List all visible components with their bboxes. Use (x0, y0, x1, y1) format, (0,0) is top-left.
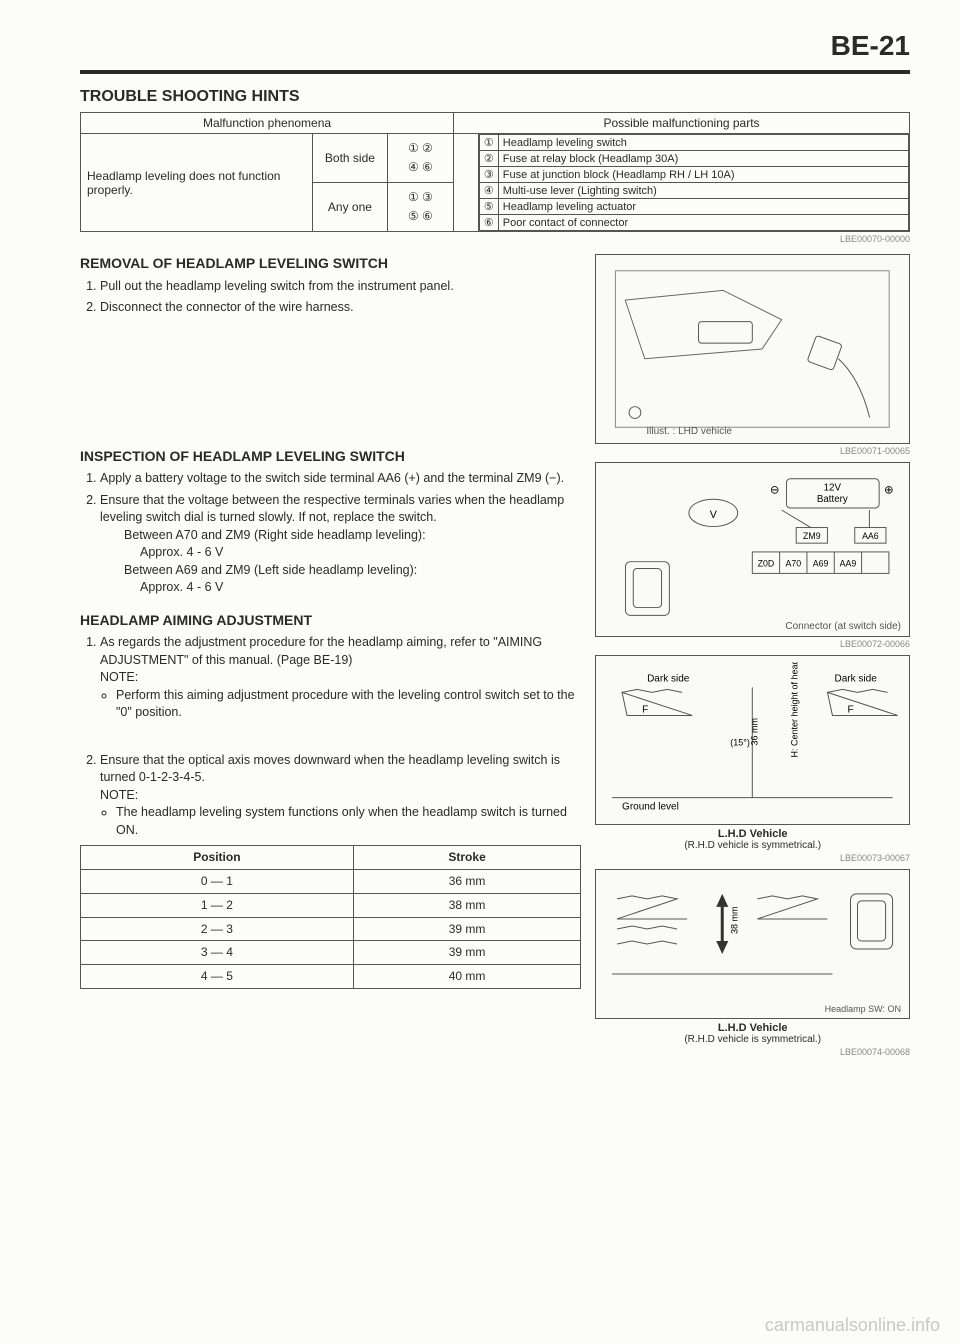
pos-r2c1: 39 mm (353, 917, 581, 941)
refcode-1: LBE00070-00000 (80, 234, 910, 244)
pos-h2: Stroke (353, 846, 581, 870)
trouble-title: TROUBLE SHOOTING HINTS (80, 88, 910, 106)
inspection-sub2: Between A69 and ZM9 (Left side headlamp … (100, 562, 581, 580)
part-5: Headlamp leveling actuator (498, 199, 908, 215)
svg-text:H: Center height of headlamps: H: Center height of headlamps (790, 662, 800, 758)
fig1-svg (602, 261, 903, 437)
inspection-steps: Apply a battery voltage to the switch si… (80, 470, 581, 597)
svg-text:Battery: Battery (817, 494, 848, 505)
fig3-caption: L.H.D Vehicle (595, 828, 910, 840)
refs1b: ④ ⑥ (408, 160, 433, 174)
svg-text:(15°): (15°) (731, 738, 751, 748)
removal-title: REMOVAL OF HEADLAMP LEVELING SWITCH (80, 254, 581, 274)
aiming-title: HEADLAMP AIMING ADJUSTMENT (80, 611, 581, 631)
pos-r3c0: 3 — 4 (81, 941, 354, 965)
svg-text:AA6: AA6 (862, 531, 879, 541)
fig4-caption: L.H.D Vehicle (595, 1022, 910, 1034)
refs2b: ⑤ ⑥ (408, 209, 433, 223)
parts-list: ①Headlamp leveling switch ②Fuse at relay… (479, 134, 909, 231)
side-any: Any one (313, 183, 388, 232)
aiming-step1: As regards the adjustment procedure for … (100, 634, 581, 722)
aiming-step2: Ensure that the optical axis moves downw… (100, 752, 581, 840)
removal-step2: Disconnect the connector of the wire har… (100, 299, 581, 317)
aiming-note1: Perform this aiming adjustment procedure… (116, 687, 581, 722)
svg-text:Z0D: Z0D (758, 559, 775, 569)
part-3: Fuse at junction block (Headlamp RH / LH… (498, 167, 908, 183)
watermark: carmanualsonline.info (765, 1315, 940, 1336)
fig4-code: LBE00074-00068 (595, 1047, 910, 1057)
position-table: Position Stroke 0 — 136 mm 1 — 238 mm 2 … (80, 845, 581, 989)
aiming-steps: As regards the adjustment procedure for … (80, 634, 581, 839)
svg-text:AA9: AA9 (840, 559, 857, 569)
fig3-code: LBE00073-00067 (595, 853, 910, 863)
refs1: ① ② (408, 141, 433, 155)
fig4-sub: (R.H.D vehicle is symmetrical.) (595, 1034, 910, 1045)
side-both: Both side (313, 134, 388, 183)
inspection-sub1: Between A70 and ZM9 (Right side headlamp… (100, 527, 581, 545)
removal-steps: Pull out the headlamp leveling switch fr… (80, 278, 581, 317)
svg-text:Ground level: Ground level (622, 802, 679, 813)
fig3-sub: (R.H.D vehicle is symmetrical.) (595, 840, 910, 851)
svg-text:12V: 12V (824, 482, 842, 493)
th-parts: Possible malfunctioning parts (454, 113, 910, 134)
pos-r1c0: 1 — 2 (81, 893, 354, 917)
pos-r4c1: 40 mm (353, 965, 581, 989)
svg-text:V: V (710, 509, 718, 521)
malfunction-text: Headlamp leveling does not function prop… (81, 134, 313, 232)
inspection-val2: Approx. 4 - 6 V (100, 579, 581, 597)
inspection-step1: Apply a battery voltage to the switch si… (100, 470, 581, 488)
figure-1: Illust. : LHD vehicle (595, 254, 910, 444)
pos-r1c1: 38 mm (353, 893, 581, 917)
svg-text:38 mm: 38 mm (730, 906, 740, 934)
svg-text:⊖: ⊖ (770, 483, 780, 496)
fig3-svg: Dark side Dark side Ground level F F (15… (602, 662, 903, 818)
part-4: Multi-use lever (Lighting switch) (498, 183, 908, 199)
page-number: BE-21 (80, 30, 910, 62)
figure-4: 38 mm Headlamp SW: ON (595, 869, 910, 1019)
svg-text:Dark side: Dark side (835, 673, 878, 684)
part-1: Headlamp leveling switch (498, 135, 908, 151)
svg-text:A69: A69 (813, 559, 829, 569)
svg-text:ZM9: ZM9 (803, 531, 821, 541)
fig2-svg: 12V Battery ⊖ ⊕ V Z0D A70 A69 AA9 ZM9 AA… (602, 469, 903, 630)
figure-3: Dark side Dark side Ground level F F (15… (595, 655, 910, 825)
pos-r3c1: 39 mm (353, 941, 581, 965)
th-malfunction: Malfunction phenomena (81, 113, 454, 134)
part-6: Poor contact of connector (498, 215, 908, 231)
pos-r0c0: 0 — 1 (81, 870, 354, 894)
pos-r0c1: 36 mm (353, 870, 581, 894)
fig1-caption: Illust. : LHD vehicle (646, 426, 732, 437)
fig1-code: LBE00071-00065 (595, 446, 910, 456)
fig2-code: LBE00072-00066 (595, 639, 910, 649)
svg-text:⊕: ⊕ (884, 483, 894, 496)
svg-text:36 mm: 36 mm (750, 718, 760, 746)
refs2: ① ③ (408, 190, 433, 204)
aiming-note2: The headlamp leveling system functions o… (116, 804, 581, 839)
pos-r4c0: 4 — 5 (81, 965, 354, 989)
pos-r2c0: 2 — 3 (81, 917, 354, 941)
svg-text:A70: A70 (786, 559, 802, 569)
svg-text:Dark side: Dark side (647, 673, 690, 684)
figure-2: 12V Battery ⊖ ⊕ V Z0D A70 A69 AA9 ZM9 AA… (595, 462, 910, 637)
fig4-svg: 38 mm (602, 876, 903, 1012)
part-2: Fuse at relay block (Headlamp 30A) (498, 151, 908, 167)
inspection-step2: Ensure that the voltage between the resp… (100, 492, 581, 597)
header-rule (80, 70, 910, 74)
inspection-title: INSPECTION OF HEADLAMP LEVELING SWITCH (80, 447, 581, 467)
svg-text:F: F (642, 704, 648, 715)
removal-step1: Pull out the headlamp leveling switch fr… (100, 278, 581, 296)
fig4-swlabel: Headlamp SW: ON (825, 1004, 901, 1014)
inspection-val1: Approx. 4 - 6 V (100, 544, 581, 562)
trouble-table: Malfunction phenomena Possible malfuncti… (80, 112, 910, 232)
svg-text:F: F (848, 704, 854, 715)
pos-h1: Position (81, 846, 354, 870)
fig2-caption: Connector (at switch side) (785, 621, 901, 632)
